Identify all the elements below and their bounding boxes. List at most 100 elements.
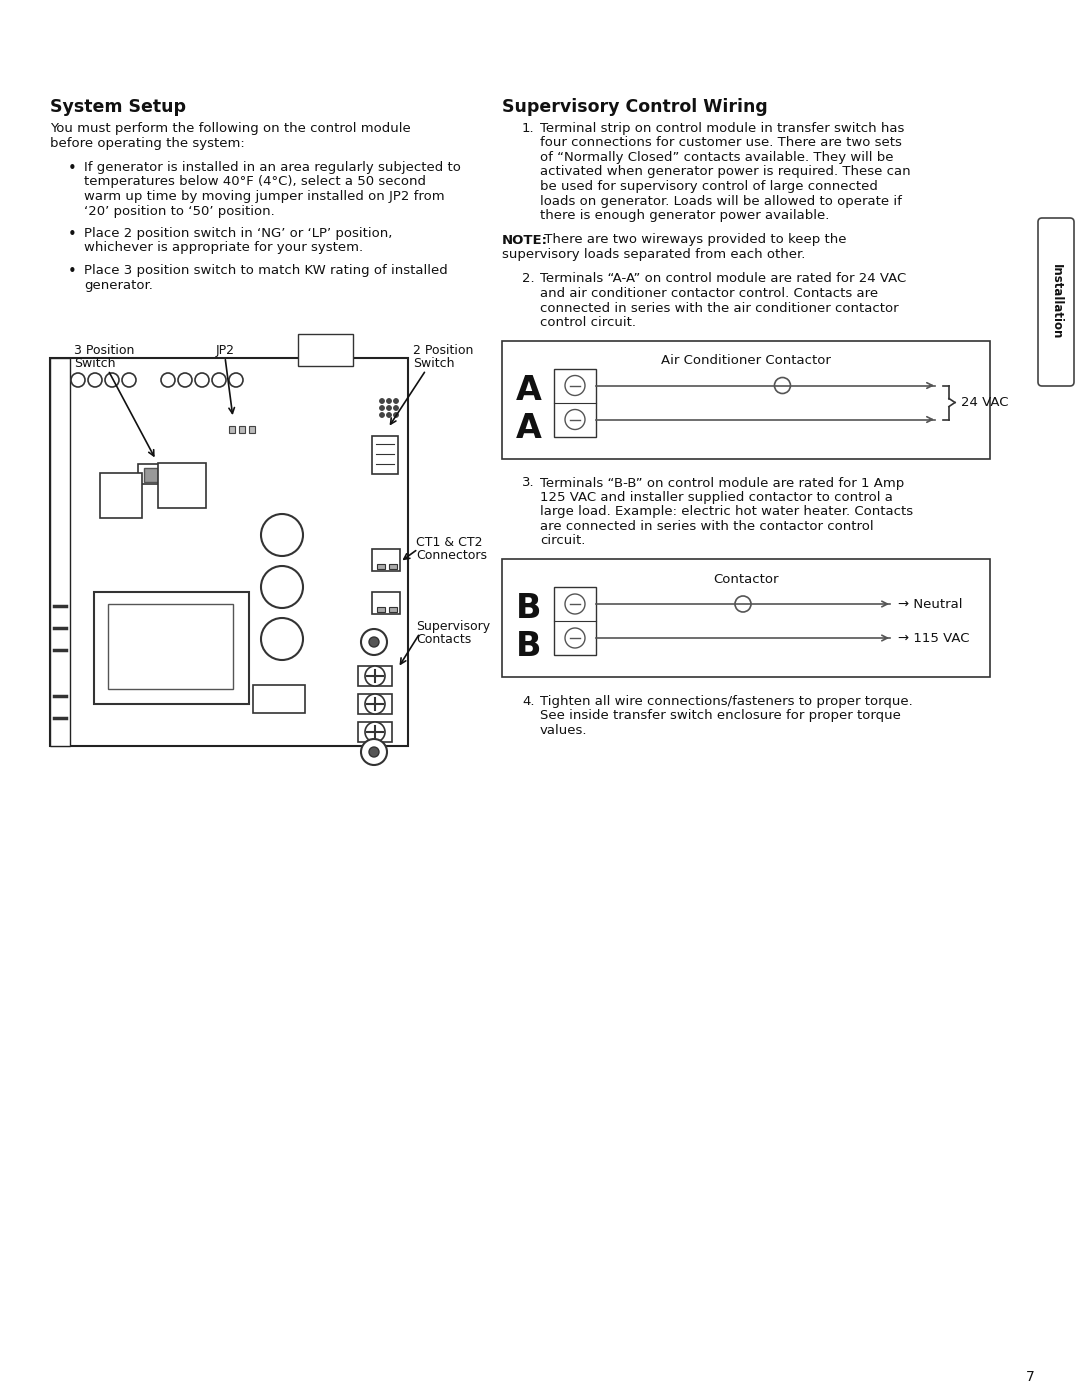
Bar <box>357 722 392 742</box>
Text: be used for supervisory control of large connected: be used for supervisory control of large… <box>540 180 878 193</box>
Circle shape <box>393 412 399 418</box>
Bar <box>377 608 384 612</box>
Bar <box>502 341 990 458</box>
Circle shape <box>387 398 391 404</box>
Bar <box>50 358 408 746</box>
Text: 2 Position: 2 Position <box>413 344 473 358</box>
Text: B: B <box>516 592 541 626</box>
Bar <box>502 559 990 678</box>
Text: Air Conditioner Contactor: Air Conditioner Contactor <box>661 355 831 367</box>
Text: If generator is installed in an area regularly subjected to: If generator is installed in an area reg… <box>84 161 461 175</box>
Text: control circuit.: control circuit. <box>540 316 636 330</box>
Bar <box>158 462 206 509</box>
Text: loads on generator. Loads will be allowed to operate if: loads on generator. Loads will be allowe… <box>540 194 902 208</box>
Text: Contacts: Contacts <box>416 633 471 645</box>
Text: •: • <box>68 264 77 279</box>
Text: warm up time by moving jumper installed on JP2 from: warm up time by moving jumper installed … <box>84 190 445 203</box>
Text: Place 3 position switch to match KW rating of installed: Place 3 position switch to match KW rati… <box>84 264 448 277</box>
Circle shape <box>261 566 303 608</box>
Text: 4.: 4. <box>522 694 535 708</box>
Text: 125 VAC and installer supplied contactor to control a: 125 VAC and installer supplied contactor… <box>540 490 893 504</box>
Bar <box>253 685 305 712</box>
Text: A: A <box>516 412 542 446</box>
Text: JP2: JP2 <box>216 344 234 358</box>
Text: Supervisory Control Wiring: Supervisory Control Wiring <box>502 98 768 116</box>
Text: System Setup: System Setup <box>50 98 186 116</box>
Circle shape <box>393 398 399 404</box>
Circle shape <box>565 594 585 615</box>
Bar <box>144 468 162 482</box>
Circle shape <box>122 373 136 387</box>
Text: 3 Position: 3 Position <box>75 344 134 358</box>
Text: You must perform the following on the control module: You must perform the following on the co… <box>50 122 410 136</box>
Text: whichever is appropriate for your system.: whichever is appropriate for your system… <box>84 242 363 254</box>
Text: Supervisory: Supervisory <box>416 620 490 633</box>
Text: Place 2 position switch in ‘NG’ or ‘LP’ position,: Place 2 position switch in ‘NG’ or ‘LP’ … <box>84 226 392 240</box>
Circle shape <box>379 398 384 404</box>
Circle shape <box>369 637 379 647</box>
Bar <box>229 426 235 433</box>
Text: Tighten all wire connections/fasteners to proper torque.: Tighten all wire connections/fasteners t… <box>540 694 913 708</box>
Text: •: • <box>68 226 77 242</box>
Circle shape <box>774 377 791 394</box>
Text: A: A <box>516 374 542 407</box>
Text: before operating the system:: before operating the system: <box>50 137 245 149</box>
Text: activated when generator power is required. These can: activated when generator power is requir… <box>540 165 910 179</box>
Text: four connections for customer use. There are two sets: four connections for customer use. There… <box>540 137 902 149</box>
Bar <box>108 604 233 689</box>
Text: generator.: generator. <box>84 278 153 292</box>
Text: there is enough generator power available.: there is enough generator power availabl… <box>540 210 829 222</box>
Circle shape <box>161 373 175 387</box>
Bar <box>554 587 596 655</box>
Circle shape <box>393 405 399 411</box>
Bar <box>372 592 400 615</box>
Text: Switch: Switch <box>413 358 455 370</box>
Text: are connected in series with the contactor control: are connected in series with the contact… <box>540 520 874 534</box>
Circle shape <box>379 412 384 418</box>
Bar <box>100 474 141 518</box>
Text: large load. Example: electric hot water heater. Contacts: large load. Example: electric hot water … <box>540 506 913 518</box>
Circle shape <box>71 373 85 387</box>
Circle shape <box>261 514 303 556</box>
Bar <box>298 334 353 366</box>
Text: circuit.: circuit. <box>540 535 585 548</box>
Circle shape <box>261 617 303 659</box>
Text: values.: values. <box>540 724 588 738</box>
Circle shape <box>361 739 387 766</box>
Circle shape <box>735 597 751 612</box>
Text: 2.: 2. <box>522 272 535 285</box>
Circle shape <box>212 373 226 387</box>
Text: and air conditioner contactor control. Contacts are: and air conditioner contactor control. C… <box>540 286 878 300</box>
Text: 7: 7 <box>1026 1370 1035 1384</box>
Bar <box>389 608 397 612</box>
Text: → 115 VAC: → 115 VAC <box>897 631 970 644</box>
Text: CT1 & CT2: CT1 & CT2 <box>416 536 483 549</box>
Text: •: • <box>68 161 77 176</box>
Text: → Neutral: → Neutral <box>897 598 962 610</box>
Text: Terminals “B-B” on control module are rated for 1 Amp: Terminals “B-B” on control module are ra… <box>540 476 904 489</box>
Bar <box>377 564 384 569</box>
Circle shape <box>565 376 585 395</box>
Bar <box>372 436 399 474</box>
Bar <box>50 358 70 746</box>
Circle shape <box>178 373 192 387</box>
Circle shape <box>361 629 387 655</box>
Text: See inside transfer switch enclosure for proper torque: See inside transfer switch enclosure for… <box>540 710 901 722</box>
Bar <box>138 464 190 483</box>
Bar <box>357 666 392 686</box>
Text: Connectors: Connectors <box>416 549 487 562</box>
Text: There are two wireways provided to keep the: There are two wireways provided to keep … <box>540 233 847 246</box>
Text: Switch: Switch <box>75 358 116 370</box>
Text: Terminals “A-A” on control module are rated for 24 VAC: Terminals “A-A” on control module are ra… <box>540 272 906 285</box>
Bar <box>249 426 255 433</box>
Bar <box>372 549 400 571</box>
Text: Contactor: Contactor <box>713 573 779 585</box>
Text: ‘20’ position to ‘50’ position.: ‘20’ position to ‘50’ position. <box>84 204 274 218</box>
Circle shape <box>229 373 243 387</box>
Circle shape <box>365 666 384 686</box>
Text: supervisory loads separated from each other.: supervisory loads separated from each ot… <box>502 249 806 261</box>
Text: Terminal strip on control module in transfer switch has: Terminal strip on control module in tran… <box>540 122 904 136</box>
Text: 1.: 1. <box>522 122 535 136</box>
Text: temperatures below 40°F (4°C), select a 50 second: temperatures below 40°F (4°C), select a … <box>84 176 426 189</box>
Circle shape <box>365 722 384 742</box>
